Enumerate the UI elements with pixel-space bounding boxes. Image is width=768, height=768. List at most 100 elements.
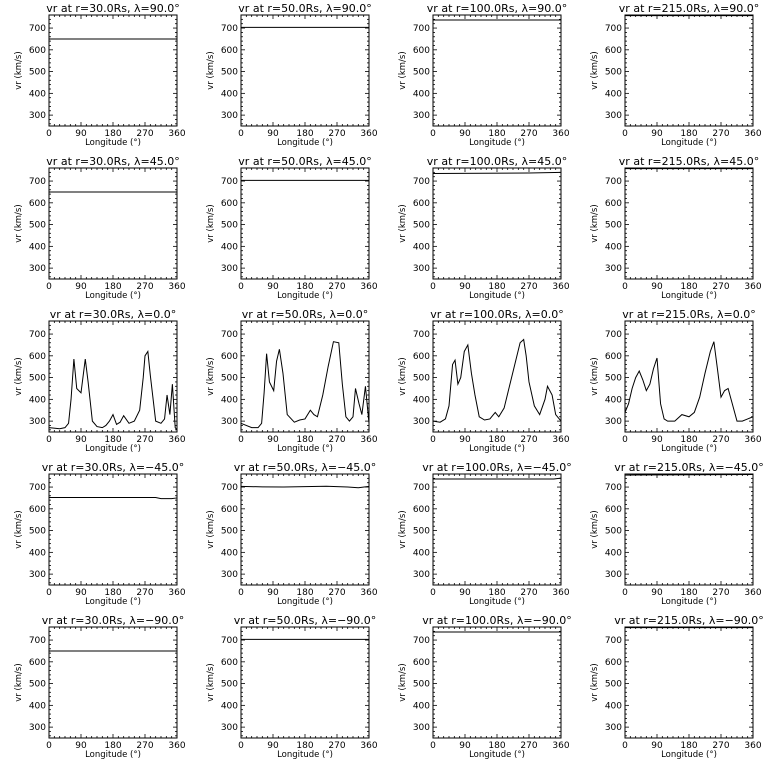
x-tick-label: 90	[459, 282, 471, 292]
plot-frame	[240, 167, 370, 280]
y-axis-label: vr (km/s)	[398, 204, 408, 242]
y-tick-label: 500	[221, 68, 238, 78]
x-tick-label: 360	[168, 282, 185, 292]
panel-11: vr at r=100.0Rs, λ=0.0° 0 90 180 270 360 300 40…	[398, 308, 570, 454]
y-tick-label: 600	[605, 199, 622, 209]
y-tick-label: 400	[605, 548, 622, 558]
x-tick-label: 90	[75, 282, 87, 292]
y-tick-label: 700	[221, 483, 238, 493]
x-tick-label: 360	[744, 741, 761, 751]
y-axis-label: vr (km/s)	[398, 510, 408, 548]
panel-title: vr at r=50.0Rs, λ=−90.0°	[234, 614, 377, 627]
x-tick-label: 270	[328, 741, 345, 751]
y-tick-label: 600	[413, 352, 430, 362]
x-tick-label: 0	[430, 435, 436, 445]
x-tick-label: 360	[168, 129, 185, 139]
y-tick-label: 400	[221, 89, 238, 99]
y-tick-label: 300	[29, 570, 46, 580]
y-tick-label: 700	[413, 636, 430, 646]
plot-frame	[624, 14, 754, 127]
panel-title: vr at r=50.0Rs, λ=90.0°	[238, 2, 371, 15]
y-axis-label: vr (km/s)	[14, 51, 24, 89]
y-tick-label: 400	[605, 242, 622, 252]
x-tick-label: 180	[296, 588, 313, 598]
panel-title: vr at r=100.0Rs, λ=0.0°	[430, 308, 563, 321]
x-tick-label: 90	[651, 588, 663, 598]
y-tick-label: 300	[221, 723, 238, 733]
x-tick-label: 360	[168, 588, 185, 598]
x-tick-label: 180	[296, 435, 313, 445]
y-tick-label: 500	[221, 374, 238, 384]
x-tick-label: 360	[744, 129, 761, 139]
x-tick-label: 0	[622, 588, 628, 598]
panel-17: vr at r=30.0Rs, λ=−90.0° 0 90 180 270 360 300 4…	[14, 614, 186, 760]
y-axis-label: vr (km/s)	[590, 663, 600, 701]
series-line	[432, 338, 562, 423]
x-tick-label: 90	[459, 435, 471, 445]
x-tick-label: 360	[168, 741, 185, 751]
x-tick-label: 180	[680, 435, 697, 445]
panel-8: vr at r=215.0Rs, λ=45.0° 0 90 180 270 360 300 4…	[590, 155, 762, 301]
x-tick-label: 270	[520, 435, 537, 445]
x-tick-label: 90	[459, 741, 471, 751]
x-tick-label: 270	[520, 129, 537, 139]
panel-title: vr at r=100.0Rs, λ=90.0°	[427, 2, 567, 15]
plot-frame	[240, 14, 370, 127]
x-axis-label: Longitude (°)	[661, 291, 717, 301]
y-tick-label: 600	[29, 352, 46, 362]
y-tick-label: 700	[605, 177, 622, 187]
x-tick-label: 360	[552, 741, 569, 751]
panel-title: vr at r=215.0Rs, λ=45.0°	[619, 155, 759, 168]
panel-title: vr at r=50.0Rs, λ=−45.0°	[234, 461, 377, 474]
y-tick-label: 300	[221, 264, 238, 274]
x-tick-label: 270	[520, 282, 537, 292]
y-tick-label: 300	[413, 570, 430, 580]
y-tick-label: 400	[413, 242, 430, 252]
series-line	[433, 477, 562, 480]
plot-frame	[432, 473, 562, 586]
panel-18: vr at r=50.0Rs, λ=−90.0° 0 90 180 270 360 300 4…	[206, 614, 378, 760]
x-tick-label: 360	[360, 129, 377, 139]
y-tick-label: 500	[29, 68, 46, 78]
y-tick-label: 600	[413, 46, 430, 56]
x-tick-label: 0	[46, 129, 52, 139]
x-tick-label: 90	[267, 282, 279, 292]
x-axis-label: Longitude (°)	[277, 597, 333, 607]
x-axis-label: Longitude (°)	[85, 597, 141, 607]
x-tick-label: 180	[104, 741, 121, 751]
x-tick-label: 0	[46, 741, 52, 751]
y-tick-label: 700	[605, 330, 622, 340]
plot-frame	[624, 473, 754, 586]
plot-frame	[48, 14, 178, 127]
y-axis-label: vr (km/s)	[206, 357, 216, 395]
x-tick-label: 180	[488, 282, 505, 292]
panel-title: vr at r=215.0Rs, λ=90.0°	[619, 2, 759, 15]
y-axis-label: vr (km/s)	[206, 663, 216, 701]
y-tick-label: 400	[29, 242, 46, 252]
plot-frame	[624, 626, 754, 739]
x-tick-label: 0	[430, 741, 436, 751]
x-axis-label: Longitude (°)	[85, 138, 141, 148]
y-tick-label: 500	[221, 680, 238, 690]
y-tick-label: 300	[605, 111, 622, 121]
y-tick-label: 700	[221, 177, 238, 187]
y-tick-label: 700	[413, 483, 430, 493]
panel-1: vr at r=30.0Rs, λ=90.0° 0 90 180 270 360 300 40…	[14, 2, 186, 148]
panel-16: vr at r=215.0Rs, λ=−45.0° 0 90 180 270 360 300…	[590, 461, 764, 607]
x-tick-label: 180	[488, 741, 505, 751]
x-axis-label: Longitude (°)	[277, 750, 333, 760]
plot-frame	[48, 167, 178, 280]
x-axis-label: Longitude (°)	[277, 138, 333, 148]
series-line	[49, 497, 178, 500]
x-tick-label: 0	[430, 129, 436, 139]
y-tick-label: 600	[605, 658, 622, 668]
x-tick-label: 90	[459, 129, 471, 139]
x-tick-label: 90	[651, 129, 663, 139]
y-tick-label: 600	[221, 199, 238, 209]
x-tick-label: 360	[552, 435, 569, 445]
panel-9: vr at r=30.0Rs, λ=0.0° 0 90 180 270 360 300 400…	[14, 308, 186, 454]
panel-4: vr at r=215.0Rs, λ=90.0° 0 90 180 270 360 300 4…	[590, 2, 762, 148]
x-axis-label: Longitude (°)	[469, 444, 525, 454]
y-axis-label: vr (km/s)	[398, 357, 408, 395]
